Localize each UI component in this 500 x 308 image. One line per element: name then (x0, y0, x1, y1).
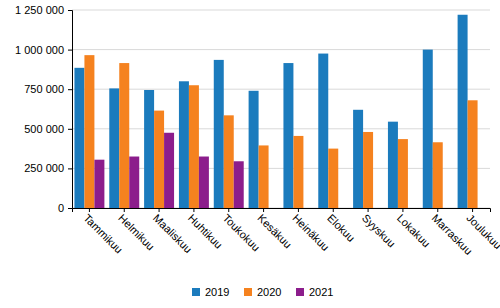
bar (318, 54, 328, 208)
tick: Maaliskuu (151, 208, 195, 255)
legend-label: 2020 (257, 286, 281, 298)
tick-mark (68, 50, 72, 51)
bar (119, 63, 129, 208)
bars (74, 15, 477, 208)
bar (458, 15, 468, 208)
bar (249, 91, 259, 208)
bar (74, 68, 84, 208)
bar (199, 157, 209, 208)
bar (423, 50, 433, 208)
series-0 (74, 15, 467, 208)
tick: Elokuu (325, 208, 357, 244)
bar (179, 81, 189, 208)
bar (433, 142, 443, 208)
tick-mark (68, 10, 72, 11)
bar (84, 55, 94, 208)
bar (154, 111, 164, 208)
legend-item: 2021 (296, 286, 333, 298)
tick: 250 000 (24, 162, 72, 174)
bar (259, 145, 269, 208)
tick-mark (68, 168, 72, 169)
tick-label: 500 000 (24, 123, 64, 135)
tick: 1 000 000 (15, 44, 72, 56)
tick-label: Toukokuu (221, 212, 263, 254)
tick: Heinäkuu (290, 208, 331, 253)
tick: Kesäkuu (255, 208, 294, 250)
bar (94, 160, 104, 208)
bar (363, 132, 373, 208)
legend-item: 2020 (244, 286, 281, 298)
tick: Huhtikuu (186, 208, 225, 251)
bar (353, 110, 363, 208)
tick: Toukokuu (221, 208, 263, 253)
tick-label: Lokakuu (395, 212, 433, 250)
grid-line (72, 10, 490, 11)
tick-label: Elokuu (325, 212, 357, 244)
axis-line (68, 11, 73, 209)
tick-label: Joulukuu (464, 212, 500, 252)
plot: 0 250 000 500 000 750 000 1 000 000 1 250 000… (15, 4, 500, 257)
series-1 (84, 55, 477, 208)
bar (293, 136, 303, 208)
bar (468, 100, 478, 208)
tick-label: Syyskuu (360, 212, 398, 250)
bar (189, 85, 199, 208)
legend-item: 2019 (192, 286, 229, 298)
tick-mark (68, 208, 72, 209)
tick-label: Kesäkuu (255, 212, 294, 251)
legend-swatch (296, 288, 304, 296)
bar (144, 90, 154, 208)
bar (164, 133, 174, 208)
x-axis: TammikuuHelmikuuMaaliskuuHuhtikuuToukoku… (73, 208, 500, 257)
tick: 500 000 (24, 123, 72, 135)
bar (234, 161, 244, 208)
legend-swatch (244, 288, 252, 296)
tick: 750 000 (24, 83, 72, 95)
tick-label: 750 000 (24, 83, 64, 95)
tick-mark (68, 89, 72, 90)
legend-label: 2019 (205, 286, 229, 298)
bar (328, 149, 338, 208)
tick-label: 250 000 (24, 162, 64, 174)
tick: Syyskuu (360, 208, 398, 250)
bar (224, 115, 234, 208)
legend: 2019 2020 2021 (192, 286, 333, 298)
tick-label: 1 250 000 (15, 4, 64, 16)
tick: Helmikuu (116, 208, 157, 253)
y-axis: 0 250 000 500 000 750 000 1 000 000 1 250 000 (15, 4, 72, 214)
tick-mark (68, 129, 72, 130)
tick: 1 250 000 (15, 4, 72, 16)
tick-label: 1 000 000 (15, 44, 64, 56)
legend-label: 2021 (309, 286, 333, 298)
legend-swatch (192, 288, 200, 296)
chart: 0 250 000 500 000 750 000 1 000 000 1 250 000… (0, 0, 500, 308)
bar (388, 122, 398, 208)
tick-label: Huhtikuu (186, 212, 225, 251)
bar (283, 63, 293, 208)
tick: Tammikuu (81, 208, 125, 256)
tick-label: Helmikuu (116, 212, 157, 253)
tick: 0 (58, 202, 72, 214)
bar (398, 139, 408, 208)
tick: Joulukuu (464, 208, 500, 251)
tick-label: 0 (58, 202, 64, 214)
tick: Lokakuu (395, 208, 433, 250)
tick-label: Heinäkuu (290, 212, 331, 253)
grid (72, 10, 490, 208)
bar (214, 60, 224, 208)
bar (109, 88, 119, 208)
axis-line (73, 209, 491, 213)
bar (129, 157, 139, 208)
series-2 (94, 133, 243, 208)
